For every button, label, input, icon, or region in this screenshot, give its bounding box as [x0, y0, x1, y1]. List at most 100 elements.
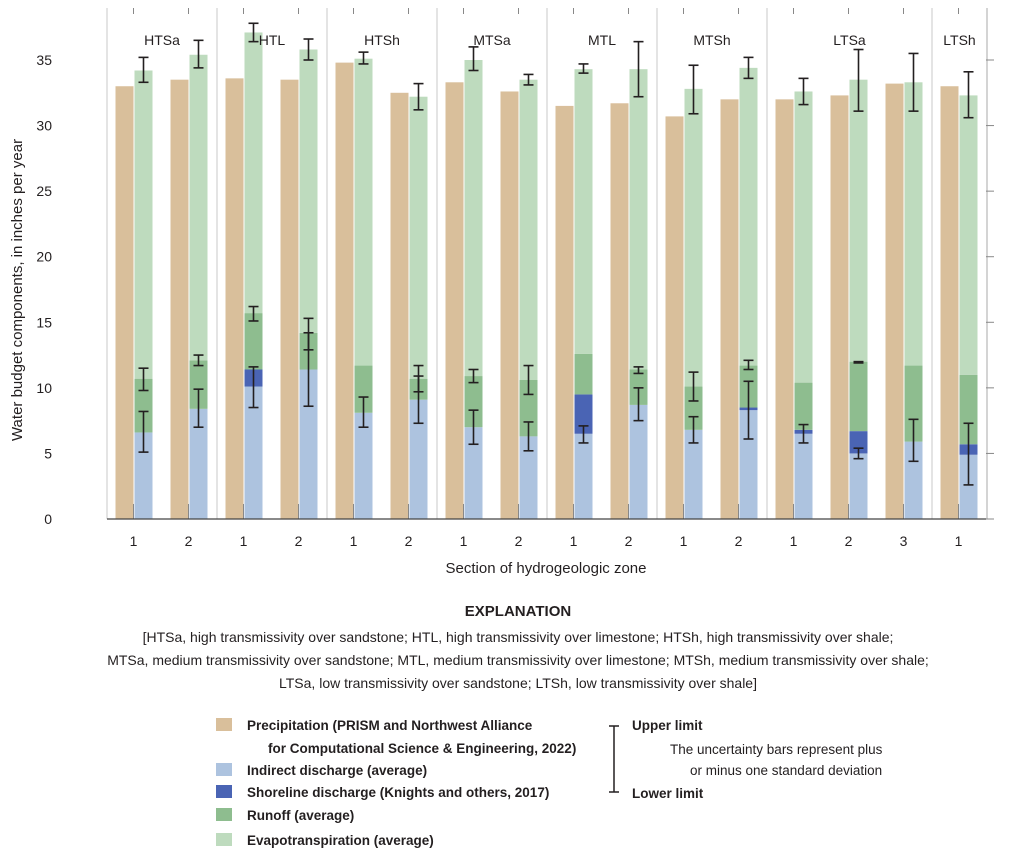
precipitation-bar	[665, 116, 684, 520]
runoff-bar-segment	[904, 365, 923, 442]
runoff-bar-segment	[684, 386, 703, 430]
x-tick-label: 1	[460, 533, 468, 549]
upper-limit-label: Upper limit	[632, 718, 703, 733]
error-bar	[798, 423, 809, 444]
error-bar	[908, 52, 919, 112]
evapotranspiration-bar-segment	[464, 60, 483, 377]
x-tick-label: 1	[680, 533, 688, 549]
runoff-bar-segment	[574, 353, 593, 395]
error-bar	[688, 371, 699, 402]
evapotranspiration-bar-segment	[959, 95, 978, 375]
indirect-bar-segment	[684, 429, 703, 519]
x-tick-label: 3	[900, 533, 908, 549]
indirect-swatch	[216, 763, 232, 776]
error-bar	[523, 73, 534, 86]
error-bar	[743, 359, 754, 371]
precipitation-bar	[885, 83, 904, 519]
y-tick-label: 10	[36, 380, 52, 396]
runoff-bar-segment	[134, 378, 153, 433]
legend: Precipitation (PRISM and Northwest Allia…	[216, 718, 576, 848]
evapotranspiration-bar-segment	[354, 58, 373, 366]
indirect-bar-segment	[739, 410, 758, 519]
x-tick-label: 2	[405, 533, 413, 549]
indirect-bar-segment	[629, 404, 648, 519]
precipitation-swatch	[216, 718, 232, 731]
explanation-title: EXPLANATION	[465, 603, 571, 620]
legend-label-evapotranspiration: Evapotranspiration (average)	[247, 833, 434, 848]
explanation-note-3: LTSa, low transmissivity over sandstone;…	[279, 675, 757, 691]
evapotranspiration-bar-segment	[849, 79, 868, 362]
y-tick-label: 35	[36, 52, 52, 68]
error-bar	[688, 64, 699, 115]
legend-label-shoreline: Shoreline discharge (Knights and others,…	[247, 785, 549, 800]
y-tick-label: 5	[44, 445, 52, 461]
error-bar	[963, 422, 974, 486]
error-bar	[908, 418, 919, 463]
lower-limit-label: Lower limit	[632, 786, 704, 801]
evapotranspiration-bar-segment	[904, 82, 923, 366]
x-tick-label: 2	[735, 533, 743, 549]
zone-label: MTSa	[473, 32, 511, 48]
error-bar	[248, 366, 259, 409]
precipitation-bar	[830, 95, 849, 519]
evapotranspiration-bar-segment	[794, 91, 813, 383]
legend-label-precipitation: Precipitation (PRISM and Northwest Allia…	[247, 718, 533, 733]
error-bar	[633, 366, 644, 375]
precipitation-bar	[115, 86, 134, 519]
error-bar	[358, 51, 369, 65]
shoreline-bar-segment	[574, 394, 593, 434]
evapotranspiration-bar-segment	[574, 69, 593, 354]
precipitation-bar	[555, 105, 574, 520]
precipitation-bar	[775, 99, 794, 519]
precipitation-bar	[170, 79, 189, 520]
y-tick-label: 20	[36, 249, 52, 265]
error-bar	[303, 331, 314, 351]
precipitation-bar	[610, 103, 629, 519]
error-bar	[303, 38, 314, 61]
zone-label: HTSa	[144, 32, 180, 48]
error-bar	[523, 421, 534, 452]
x-tick-label: 1	[790, 533, 798, 549]
explanation-note-2: MTSa, medium transmissivity over sandsto…	[107, 652, 929, 668]
explanation-note-1: [HTSa, high transmissivity over sandston…	[143, 629, 894, 645]
y-tick-label: 25	[36, 183, 52, 199]
evapotranspiration-bar-segment	[299, 49, 318, 333]
indirect-bar-segment	[464, 427, 483, 519]
y-tick-label: 0	[44, 511, 52, 527]
error-bar	[468, 368, 479, 384]
x-tick-label: 1	[240, 533, 248, 549]
runoff-bar-segment	[794, 382, 813, 430]
error-bar	[523, 364, 534, 396]
evapotranspiration-bar-segment	[409, 96, 428, 379]
shoreline-swatch	[216, 785, 232, 798]
evapotranspiration-bar-segment	[134, 70, 153, 379]
zone-label: LTSa	[833, 32, 866, 48]
indirect-bar-segment	[409, 399, 428, 519]
precipitation-bar	[940, 86, 959, 519]
error-bar	[358, 396, 369, 429]
legend-label-runoff: Runoff (average)	[247, 808, 354, 823]
y-tick-label: 15	[36, 314, 52, 330]
error-bar	[853, 447, 864, 460]
error-bar	[248, 305, 259, 322]
x-tick-label: 2	[515, 533, 523, 549]
uncertainty-bar-key: Upper limit The uncertainty bars represe…	[609, 718, 883, 801]
runoff-bar-segment	[354, 365, 373, 413]
indirect-bar-segment	[244, 386, 263, 519]
runoff-bar-segment	[849, 361, 868, 432]
indirect-bar-segment	[189, 408, 208, 519]
x-tick-label: 2	[625, 533, 633, 549]
precipitation-bar	[335, 62, 354, 519]
indirect-bar-segment	[959, 454, 978, 519]
indirect-bar-segment	[354, 412, 373, 519]
zone-label: MTSh	[693, 32, 730, 48]
x-tick-label: 2	[845, 533, 853, 549]
evapotranspiration-bar-segment	[629, 69, 648, 370]
x-tick-label: 2	[295, 533, 303, 549]
precipitation-bar	[225, 78, 244, 520]
indirect-bar-segment	[574, 433, 593, 519]
evapotranspiration-bar-segment	[519, 79, 538, 380]
evapotranspiration-swatch	[216, 833, 232, 846]
error-bar	[138, 367, 149, 392]
